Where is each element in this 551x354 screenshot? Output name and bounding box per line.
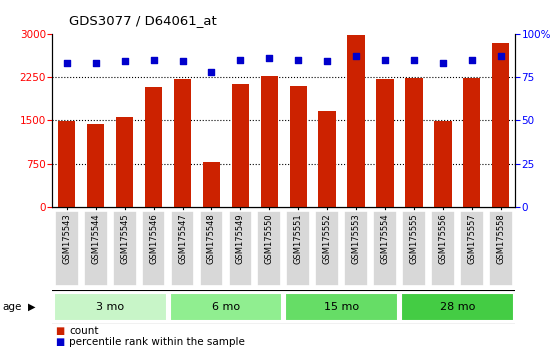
FancyBboxPatch shape (460, 211, 484, 286)
Point (381, 57, 390, 62)
FancyBboxPatch shape (287, 211, 310, 286)
Bar (434, 121, 451, 207)
FancyBboxPatch shape (199, 211, 223, 286)
Text: age: age (3, 302, 22, 312)
Point (323, 58, 332, 64)
FancyBboxPatch shape (431, 211, 455, 286)
Point (178, 58, 187, 64)
Text: GSM175547: GSM175547 (178, 214, 187, 264)
Point (467, 57, 476, 62)
Point (62, 60, 71, 66)
Point (294, 57, 302, 62)
Text: GSM175558: GSM175558 (496, 214, 505, 264)
FancyBboxPatch shape (257, 211, 281, 286)
Bar (376, 79, 393, 207)
FancyBboxPatch shape (373, 211, 397, 286)
Text: GSM175556: GSM175556 (439, 214, 447, 264)
Point (409, 57, 418, 62)
Point (91, 60, 100, 66)
Text: ■: ■ (55, 337, 64, 347)
FancyBboxPatch shape (401, 293, 514, 321)
Bar (174, 79, 191, 207)
Bar (405, 78, 423, 207)
Point (439, 60, 447, 66)
Point (120, 58, 129, 64)
Point (496, 53, 505, 59)
Text: GSM175552: GSM175552 (323, 214, 332, 264)
FancyBboxPatch shape (229, 211, 252, 286)
Text: GSM175544: GSM175544 (91, 214, 100, 264)
Bar (290, 86, 307, 207)
Point (352, 53, 360, 59)
Text: GSM175550: GSM175550 (265, 214, 274, 264)
Point (265, 55, 274, 61)
Bar (145, 87, 163, 207)
Text: 15 mo: 15 mo (324, 302, 359, 312)
Text: 3 mo: 3 mo (96, 302, 125, 312)
Text: ■: ■ (55, 326, 64, 336)
Text: ▶: ▶ (28, 302, 35, 312)
FancyBboxPatch shape (142, 211, 165, 286)
FancyBboxPatch shape (315, 211, 339, 286)
FancyBboxPatch shape (54, 293, 166, 321)
Bar (347, 35, 365, 207)
FancyBboxPatch shape (285, 293, 398, 321)
Point (236, 57, 245, 62)
Bar (116, 118, 133, 207)
Text: 6 mo: 6 mo (212, 302, 240, 312)
Text: GSM175557: GSM175557 (467, 214, 476, 264)
Text: GSM175549: GSM175549 (236, 214, 245, 264)
FancyBboxPatch shape (171, 211, 195, 286)
Text: percentile rank within the sample: percentile rank within the sample (69, 337, 245, 347)
FancyBboxPatch shape (84, 211, 107, 286)
Bar (58, 121, 75, 207)
Bar (492, 44, 509, 207)
Text: GSM175548: GSM175548 (207, 214, 216, 264)
Text: GSM175543: GSM175543 (62, 214, 71, 264)
Text: GSM175555: GSM175555 (409, 214, 418, 264)
FancyBboxPatch shape (402, 211, 426, 286)
Text: GDS3077 / D64061_at: GDS3077 / D64061_at (69, 14, 217, 27)
Bar (318, 110, 336, 207)
Bar (87, 124, 105, 207)
Bar (231, 84, 249, 207)
Bar (203, 162, 220, 207)
FancyBboxPatch shape (489, 211, 512, 286)
Text: GSM175546: GSM175546 (149, 214, 158, 264)
Text: GSM175551: GSM175551 (294, 214, 302, 264)
Bar (463, 78, 480, 207)
Point (207, 69, 216, 75)
Point (149, 57, 158, 62)
Text: GSM175553: GSM175553 (352, 214, 360, 264)
FancyBboxPatch shape (55, 211, 79, 286)
Text: GSM175554: GSM175554 (381, 214, 390, 264)
Text: GSM175545: GSM175545 (120, 214, 129, 264)
FancyBboxPatch shape (113, 211, 137, 286)
FancyBboxPatch shape (170, 293, 282, 321)
FancyBboxPatch shape (344, 211, 368, 286)
Text: count: count (69, 326, 99, 336)
Bar (261, 76, 278, 207)
Text: 28 mo: 28 mo (440, 302, 475, 312)
